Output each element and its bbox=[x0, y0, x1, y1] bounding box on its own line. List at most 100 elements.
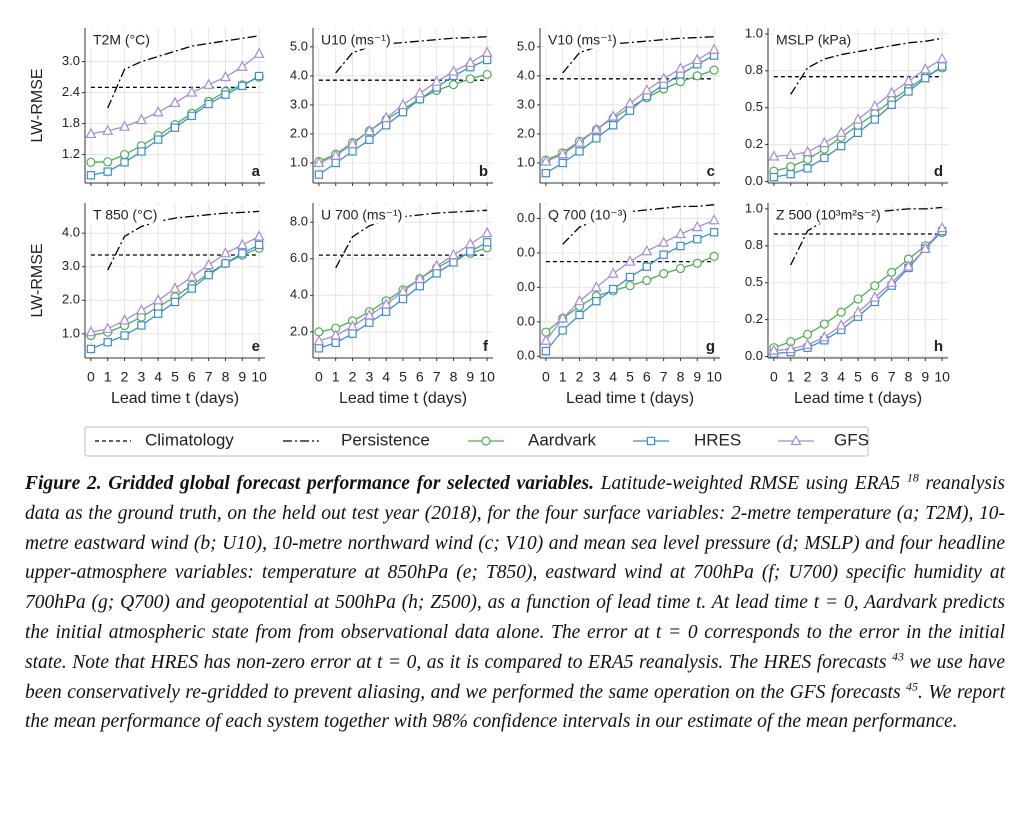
x-axis-label: Lead time t (days) bbox=[794, 390, 922, 407]
marker bbox=[365, 135, 374, 144]
x-tick-label: 10 bbox=[706, 369, 722, 385]
caption-text: reanalysis data as the ground truth, on … bbox=[25, 473, 1005, 673]
marker bbox=[120, 158, 129, 167]
marker bbox=[902, 74, 914, 86]
x-tick-label: 1 bbox=[104, 369, 112, 385]
marker bbox=[398, 107, 408, 117]
figure: 1.2 1.8 2.4 3.0 T2M (°C) a LW-RMSE 1.0 2.0 3.0 4.0… bbox=[29, 25, 950, 457]
y-tick-label: 1.2 bbox=[62, 146, 80, 161]
y-tick-label: 2.0 bbox=[290, 323, 308, 338]
x-tick-label: 7 bbox=[888, 369, 896, 385]
x-tick-label: 8 bbox=[677, 369, 685, 385]
marker bbox=[540, 155, 552, 166]
marker bbox=[921, 73, 930, 83]
marker bbox=[86, 344, 96, 354]
y-tick-label: 2.4 bbox=[62, 84, 80, 99]
marker bbox=[363, 309, 375, 320]
marker bbox=[481, 226, 493, 238]
y-tick-label: 2.0 bbox=[62, 292, 80, 307]
series-line bbox=[107, 210, 260, 271]
marker bbox=[819, 319, 829, 329]
x-axis-label: Lead time t (days) bbox=[339, 390, 467, 407]
marker bbox=[119, 314, 131, 325]
marker bbox=[236, 60, 248, 71]
marker bbox=[852, 305, 864, 317]
marker bbox=[204, 99, 213, 109]
series-line bbox=[790, 206, 943, 266]
x-tick-label: 5 bbox=[854, 369, 862, 385]
marker bbox=[153, 135, 163, 144]
y-tick-label: 4.0 bbox=[290, 67, 308, 82]
x-tick-label: 3 bbox=[137, 369, 145, 385]
marker bbox=[347, 137, 359, 149]
marker bbox=[818, 136, 830, 148]
marker bbox=[85, 325, 97, 337]
marker bbox=[170, 297, 180, 307]
marker bbox=[658, 72, 670, 83]
y-tick-label: 2.0 bbox=[290, 125, 308, 140]
y-tick-label: 5.0 bbox=[290, 38, 308, 53]
marker bbox=[204, 270, 213, 280]
marker bbox=[869, 99, 881, 111]
x-tick-label: 4 bbox=[609, 369, 617, 385]
y-tick-label: 0.0 bbox=[517, 244, 535, 259]
marker bbox=[186, 86, 198, 97]
marker bbox=[431, 259, 443, 271]
y-tick-label: 8.0 bbox=[290, 214, 308, 229]
marker bbox=[482, 238, 492, 247]
marker bbox=[203, 258, 215, 270]
x-tick-label: 9 bbox=[921, 369, 929, 385]
y-tick-label: 5.0 bbox=[517, 38, 535, 53]
marker bbox=[853, 128, 863, 138]
marker bbox=[152, 105, 164, 117]
marker bbox=[608, 284, 618, 294]
marker bbox=[85, 127, 97, 139]
marker bbox=[802, 145, 814, 157]
marker bbox=[203, 78, 215, 89]
chart-title: U 700 (ms⁻¹) bbox=[321, 207, 402, 223]
marker bbox=[853, 294, 863, 304]
x-tick-label: 10 bbox=[479, 369, 495, 385]
y-tick-label: 3.0 bbox=[517, 96, 535, 111]
marker bbox=[709, 228, 719, 237]
marker bbox=[659, 269, 669, 279]
y-tick-label: 1.8 bbox=[62, 115, 80, 130]
marker bbox=[676, 241, 685, 251]
marker bbox=[886, 276, 898, 287]
marker bbox=[481, 46, 493, 57]
marker bbox=[466, 247, 475, 256]
reference: 18 bbox=[906, 470, 919, 485]
marker bbox=[785, 148, 797, 160]
title-background bbox=[773, 205, 884, 224]
y-tick-label: 0.5 bbox=[745, 274, 763, 289]
x-tick-label: 10 bbox=[934, 369, 950, 385]
chart-title: MSLP (kPa) bbox=[776, 32, 851, 48]
marker bbox=[709, 251, 719, 261]
marker bbox=[625, 106, 635, 115]
x-tick-label: 9 bbox=[693, 369, 701, 385]
caption-text: we use have been conservatively re-gridd… bbox=[25, 651, 1005, 703]
marker bbox=[574, 136, 586, 147]
marker bbox=[646, 436, 656, 446]
y-tick-label: 4.0 bbox=[62, 225, 80, 240]
y-axis-label: LW-RMSE bbox=[29, 68, 46, 142]
marker bbox=[886, 86, 898, 98]
caption-text: . We report the mean performance of each… bbox=[25, 681, 1005, 733]
marker bbox=[137, 321, 146, 330]
x-tick-label: 5 bbox=[626, 369, 634, 385]
panel-letter: h bbox=[934, 338, 943, 355]
marker bbox=[348, 329, 357, 338]
caption: Figure 2. Gridded global forecast perfor… bbox=[25, 469, 1005, 737]
marker bbox=[870, 115, 880, 124]
marker bbox=[574, 294, 586, 306]
marker bbox=[641, 84, 653, 95]
marker bbox=[607, 110, 619, 121]
y-tick-label: 1.0 bbox=[517, 154, 535, 169]
marker bbox=[397, 98, 409, 110]
x-tick-label: 2 bbox=[121, 369, 129, 385]
y-tick-label: 1.0 bbox=[290, 154, 308, 169]
marker bbox=[447, 65, 459, 76]
marker bbox=[347, 320, 359, 331]
y-tick-label: 6.0 bbox=[290, 250, 308, 265]
y-tick-label: 0.0 bbox=[745, 173, 763, 188]
